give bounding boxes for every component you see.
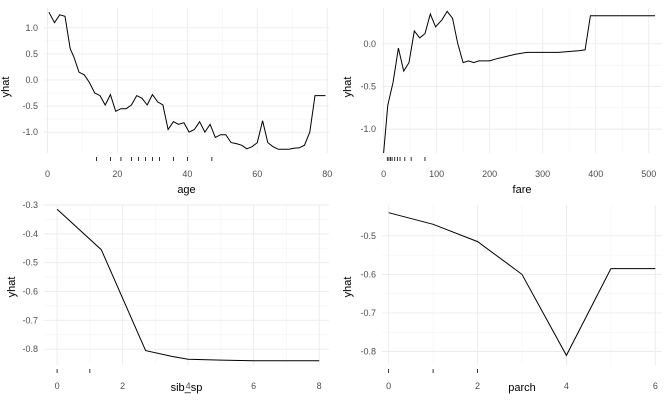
- parch-x-tick-label: 6: [653, 381, 658, 391]
- age-y-axis-title: yhat: [0, 77, 12, 98]
- age-x-axis-title: age: [177, 184, 195, 196]
- sib-sp-x-tick-label: 8: [317, 381, 322, 391]
- fare-x-axis-title: fare: [513, 184, 532, 196]
- parch-x-tick-label: 0: [386, 381, 391, 391]
- sib-sp-y-tick-label: -0.6: [22, 286, 38, 296]
- parch-y-tick-label: -0.8: [360, 347, 376, 357]
- sib-sp-y-tick-label: -0.8: [22, 344, 38, 354]
- sib-sp-y-tick-label: -0.4: [22, 229, 38, 239]
- fare-panel: 0 100 200 300 400 500 -1.0 -0.5 0.0 fare yhat: [342, 8, 662, 196]
- age-x-tick-label: 80: [322, 169, 332, 179]
- sib-sp-y-axis-title: yhat: [6, 277, 18, 298]
- fare-x-tick-label: 500: [641, 169, 656, 179]
- age-x-tick-label: 40: [182, 169, 192, 179]
- parch-x-tick-label: 2: [475, 381, 480, 391]
- sib-sp-x-tick-label: 0: [55, 381, 60, 391]
- sib-sp-x-tick-label: 6: [251, 381, 256, 391]
- age-y-tick-label: -1.0: [22, 127, 38, 137]
- parch-panel: 0 2 4 6 -0.8 -0.7 -0.6 -0.5 parch yhat: [342, 205, 662, 394]
- fare-y-tick-label: -0.5: [360, 81, 376, 91]
- age-panel: 0 20 40 60 80 -1.0 -0.5 0.0 0.5 1.0 age yhat: [0, 8, 332, 196]
- age-y-tick-label: 0.5: [25, 49, 38, 59]
- fare-x-tick-label: 400: [588, 169, 603, 179]
- fare-y-axis-title: yhat: [342, 77, 354, 98]
- fare-x-tick-label: 0: [381, 169, 386, 179]
- age-x-tick-label: 60: [252, 169, 262, 179]
- age-y-tick-label: 1.0: [25, 23, 38, 33]
- sib-sp-x-tick-label: 4: [186, 381, 191, 391]
- sib-sp-y-tick-label: -0.5: [22, 258, 38, 268]
- sib-sp-x-axis-title: sib_sp: [171, 382, 203, 394]
- fare-yhat-line: [383, 10, 656, 154]
- fare-x-tick-label: 200: [482, 169, 497, 179]
- parch-yhat-line: [388, 212, 656, 357]
- sib-sp-y-tick-label: -0.7: [22, 315, 38, 325]
- parch-y-tick-label: -0.5: [360, 231, 376, 241]
- parch-y-axis-title: yhat: [342, 277, 354, 298]
- fare-y-tick-label: -1.0: [360, 124, 376, 134]
- parch-x-tick-label: 4: [564, 381, 569, 391]
- parch-y-tick-label: -0.6: [360, 269, 376, 279]
- parch-y-tick-label: -0.7: [360, 308, 376, 318]
- fare-x-tick-label: 100: [429, 169, 444, 179]
- age-x-tick-label: 20: [112, 169, 122, 179]
- sib-sp-y-tick-label: -0.3: [22, 200, 38, 210]
- sib-sp-panel: 0 2 4 6 8 -0.8 -0.7 -0.6 -0.5 -0.4 -0.3 sib_sp yhat: [6, 200, 329, 394]
- age-y-tick-label: 0.0: [25, 75, 38, 85]
- sib-sp-yhat-line: [56, 208, 320, 362]
- fare-x-tick-label: 300: [535, 169, 550, 179]
- parch-x-axis-title: parch: [508, 382, 536, 394]
- fare-y-tick-label: 0.0: [363, 39, 376, 49]
- age-yhat-line: [48, 11, 326, 150]
- sib-sp-x-tick-label: 2: [120, 381, 125, 391]
- age-x-tick-label: 0: [45, 169, 50, 179]
- age-y-tick-label: -0.5: [22, 101, 38, 111]
